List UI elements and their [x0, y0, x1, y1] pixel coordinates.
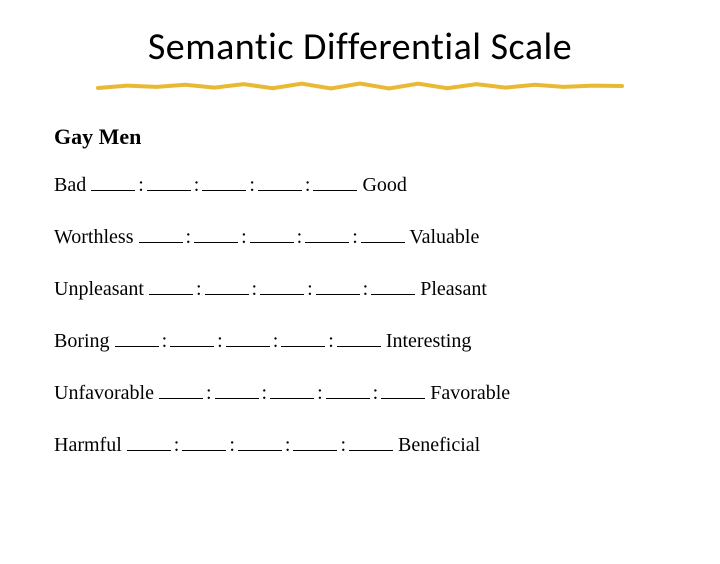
scale-blank[interactable]: [205, 277, 249, 295]
scale-blank[interactable]: [281, 329, 325, 347]
scale-separator: :: [249, 276, 261, 302]
scale-blank[interactable]: [170, 329, 214, 347]
scale-blank[interactable]: [127, 433, 171, 451]
scales-list: Bad : : : : Good Worthless : : : : Valuab…: [54, 172, 666, 458]
scale-left-label: Unfavorable: [54, 382, 159, 404]
scale-blank[interactable]: [139, 225, 183, 243]
scale-separator: :: [171, 432, 183, 458]
scale-row: Unfavorable : : : : Favorable: [54, 380, 666, 406]
subject-heading: Gay Men: [54, 124, 666, 150]
scale-row: Unpleasant : : : : Pleasant: [54, 276, 666, 302]
title-underline: [90, 76, 630, 96]
scale-separator: :: [214, 328, 226, 354]
scale-left-label: Harmful: [54, 434, 127, 456]
scale-blank[interactable]: [159, 381, 203, 399]
scale-separator: :: [135, 172, 147, 198]
scale-separator: :: [302, 172, 314, 198]
scale-right-label: Pleasant: [415, 278, 487, 300]
scale-left-label: Bad: [54, 174, 91, 196]
scale-separator: :: [246, 172, 258, 198]
scale-blank[interactable]: [293, 433, 337, 451]
scale-separator: :: [238, 224, 250, 250]
scale-blank[interactable]: [349, 433, 393, 451]
scale-separator: :: [337, 432, 349, 458]
scale-blank[interactable]: [182, 433, 226, 451]
scale-separator: :: [226, 432, 238, 458]
scale-separator: :: [183, 224, 195, 250]
scale-right-label: Valuable: [405, 226, 480, 248]
scale-separator: :: [360, 276, 372, 302]
page-title: Semantic Differential Scale: [0, 24, 720, 70]
scale-separator: :: [349, 224, 361, 250]
scale-separator: :: [270, 328, 282, 354]
scale-blank[interactable]: [381, 381, 425, 399]
scale-separator: :: [191, 172, 203, 198]
scale-blank[interactable]: [313, 173, 357, 191]
scale-blank[interactable]: [194, 225, 238, 243]
scale-right-label: Good: [357, 174, 406, 196]
scale-separator: :: [159, 328, 171, 354]
scale-blank[interactable]: [250, 225, 294, 243]
scale-separator: :: [193, 276, 205, 302]
scale-right-label: Favorable: [425, 382, 510, 404]
scale-blank[interactable]: [215, 381, 259, 399]
scale-separator: :: [203, 380, 215, 406]
scale-separator: :: [282, 432, 294, 458]
scale-right-label: Beneficial: [393, 434, 480, 456]
scale-left-label: Unpleasant: [54, 278, 149, 300]
scale-blank[interactable]: [91, 173, 135, 191]
scale-left-label: Worthless: [54, 226, 139, 248]
scale-blank[interactable]: [258, 173, 302, 191]
scale-left-label: Boring: [54, 330, 115, 352]
scale-blank[interactable]: [270, 381, 314, 399]
scale-row: Bad : : : : Good: [54, 172, 666, 198]
scale-blank[interactable]: [371, 277, 415, 295]
scale-right-label: Interesting: [381, 330, 472, 352]
scale-separator: :: [294, 224, 306, 250]
scale-blank[interactable]: [316, 277, 360, 295]
scale-blank[interactable]: [260, 277, 304, 295]
scale-blank[interactable]: [202, 173, 246, 191]
scale-separator: :: [370, 380, 382, 406]
content-area: Gay Men Bad : : : : Good Worthless : : : …: [0, 96, 720, 458]
scale-blank[interactable]: [326, 381, 370, 399]
scale-separator: :: [325, 328, 337, 354]
scale-blank[interactable]: [361, 225, 405, 243]
scale-separator: :: [259, 380, 271, 406]
scale-blank[interactable]: [226, 329, 270, 347]
scale-separator: :: [314, 380, 326, 406]
scale-separator: :: [304, 276, 316, 302]
scale-row: Harmful : : : : Beneficial: [54, 432, 666, 458]
scale-row: Boring : : : : Interesting: [54, 328, 666, 354]
scale-blank[interactable]: [305, 225, 349, 243]
scale-blank[interactable]: [238, 433, 282, 451]
scale-blank[interactable]: [337, 329, 381, 347]
scale-blank[interactable]: [115, 329, 159, 347]
scale-blank[interactable]: [149, 277, 193, 295]
scale-blank[interactable]: [147, 173, 191, 191]
scale-row: Worthless : : : : Valuable: [54, 224, 666, 250]
